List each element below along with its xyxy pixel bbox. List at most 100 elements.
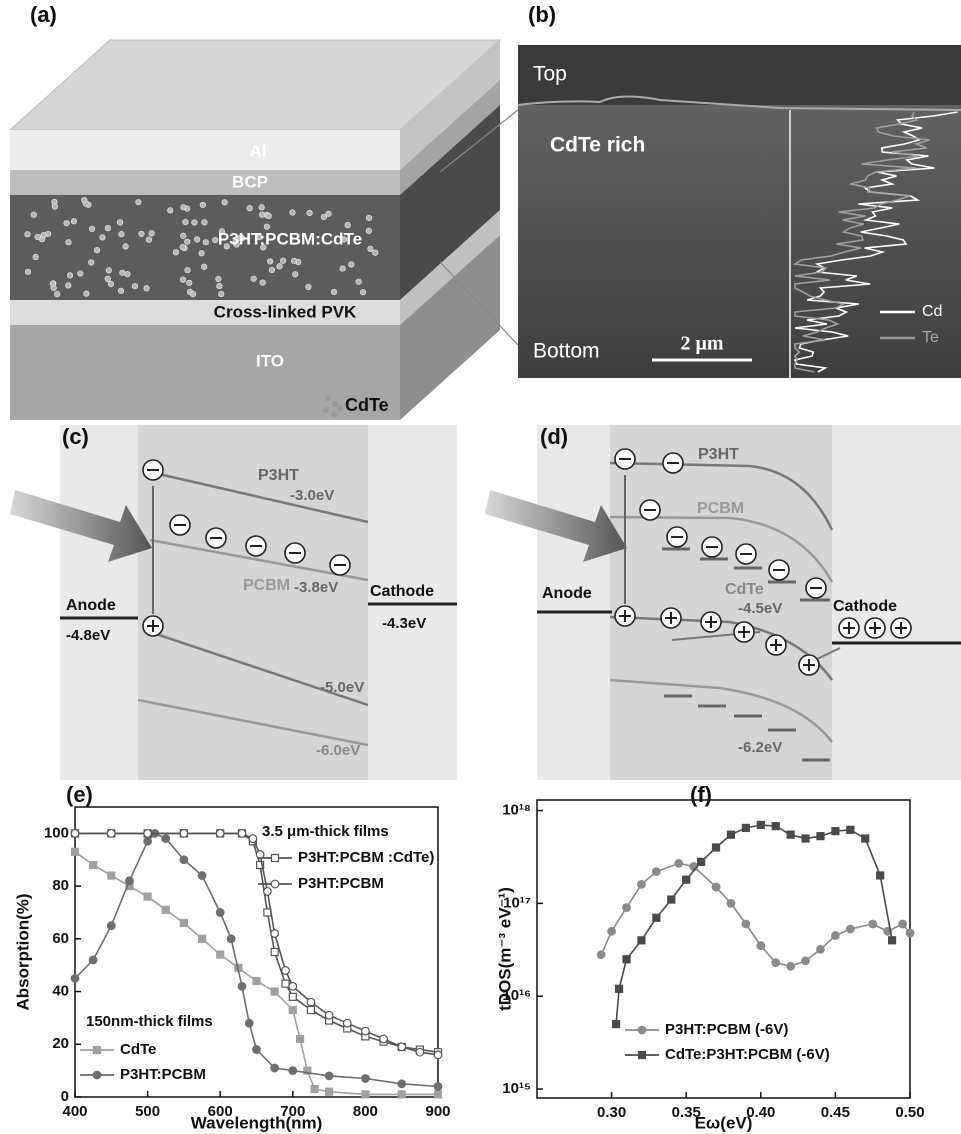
level-label: -6.0eV [316,742,360,759]
marker [398,1043,406,1051]
sem-label: CdTe rich [550,134,645,157]
nanoparticle [181,204,187,210]
marker [668,896,675,903]
nanoparticle [184,239,190,245]
marker [653,914,660,921]
nanoparticle [199,250,205,256]
active-region [610,425,832,780]
level-label: -5.0eV [320,679,364,696]
electrode-level: -4.8eV [66,627,110,644]
legend-label: P3HT:PCBM [120,1066,206,1083]
nanoparticle [94,247,100,253]
nanoparticle [31,212,37,218]
nanoparticle [125,271,131,277]
marker [245,1019,253,1027]
nanoparticle [77,271,83,277]
marker [199,935,206,942]
marker [772,823,779,830]
series-line [601,863,910,966]
nanoparticle [106,267,112,273]
legend-label: CdTe [120,1041,156,1058]
marker [742,920,750,928]
x-tick-label: 0.30 [597,1104,626,1121]
marker [126,877,134,885]
y-tick-label: 0 [61,1088,69,1105]
layer-label: P3HT:PCBM:CdTe [218,229,362,248]
marker [362,1075,370,1083]
marker [93,1071,101,1079]
nanoparticle [366,215,372,221]
nanoparticle [25,231,31,237]
nanoparticle [120,270,126,276]
nanoparticle [251,276,257,282]
nanoparticle [50,281,56,287]
nanoparticle [88,260,94,266]
electrode-level: -4.3eV [382,615,426,632]
marker [264,888,272,896]
level-label: -3.8eV [294,579,338,596]
nanoparticle [186,280,192,286]
nanoparticle [202,220,208,226]
layer-label: BCP [232,172,268,191]
marker [238,982,246,990]
nanoparticle [132,283,138,289]
marker [653,868,661,876]
level-label: PCBM [697,500,744,517]
nanoparticle [360,289,366,295]
marker [282,967,290,975]
nanoparticle [84,291,90,297]
nanoparticle [65,283,71,289]
marker [289,1067,297,1075]
nanoparticle [149,230,155,236]
nanoparticle [64,220,70,226]
marker [847,826,854,833]
nanoparticle [105,225,111,231]
marker [906,929,914,937]
nanoparticle [66,239,72,245]
marker [847,925,855,933]
y-tick-label: 40 [52,983,69,1000]
panel-label: (e) [66,782,93,807]
sem-label: Top [533,63,567,86]
nanoparticle [203,239,209,245]
marker [71,975,79,983]
nanoparticle [200,202,206,208]
marker [271,949,278,956]
marker [307,1007,314,1014]
marker [623,904,631,912]
marker [889,937,896,944]
marker [89,956,97,964]
marker [253,978,260,985]
nanoparticle [136,199,142,205]
figure: (a) Al BCP P3HT:PCBM:CdTe Cross-linked P… [0,0,961,1134]
nanoparticle [306,284,312,290]
x-tick-label: 800 [353,1103,378,1120]
marker [180,830,188,838]
marker [144,893,151,900]
marker [787,962,795,970]
marker [217,951,224,958]
marker [198,872,206,880]
nanoparticle [366,228,372,234]
nanoparticle [105,276,111,282]
nanoparticle [331,289,337,295]
marker [362,1091,369,1098]
nanoparticle [144,286,150,292]
nanoparticle [167,208,173,214]
nanoparticle [139,231,145,237]
marker [435,1091,442,1098]
panel-d: (d) P3HT PCBM CdTe -4.5eV Anode Cathode … [485,424,961,780]
particle-label: CdTe [345,395,389,415]
marker [398,1080,406,1088]
marker [162,906,169,913]
nanoparticle [41,232,47,238]
marker [862,835,869,842]
marker [712,883,720,891]
marker [398,1091,405,1098]
nanoparticle [190,291,196,297]
marker [249,835,257,843]
nanoparticle [180,244,186,250]
nanoparticle [192,220,198,226]
marker [380,1035,388,1043]
legend-label: Te [922,329,939,346]
